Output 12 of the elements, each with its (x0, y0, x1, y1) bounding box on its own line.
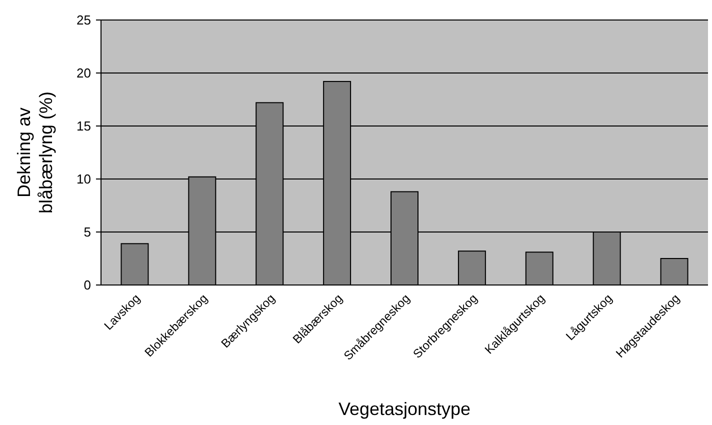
y-tick-label: 0 (84, 278, 91, 293)
bar (458, 250, 486, 286)
y-tick-label: 15 (76, 118, 91, 134)
bar (120, 243, 149, 286)
bar (660, 258, 688, 286)
y-tick-label: 20 (76, 66, 91, 81)
x-axis-title: Vegetasjonstype (338, 399, 471, 419)
y-axis-title: Dekning av blåbærlyng (%) (14, 91, 56, 214)
y-tick-label: 25 (76, 12, 91, 28)
bar (525, 252, 554, 286)
y-tick-label: 5 (84, 224, 91, 240)
y-tick-label: 10 (76, 172, 91, 187)
